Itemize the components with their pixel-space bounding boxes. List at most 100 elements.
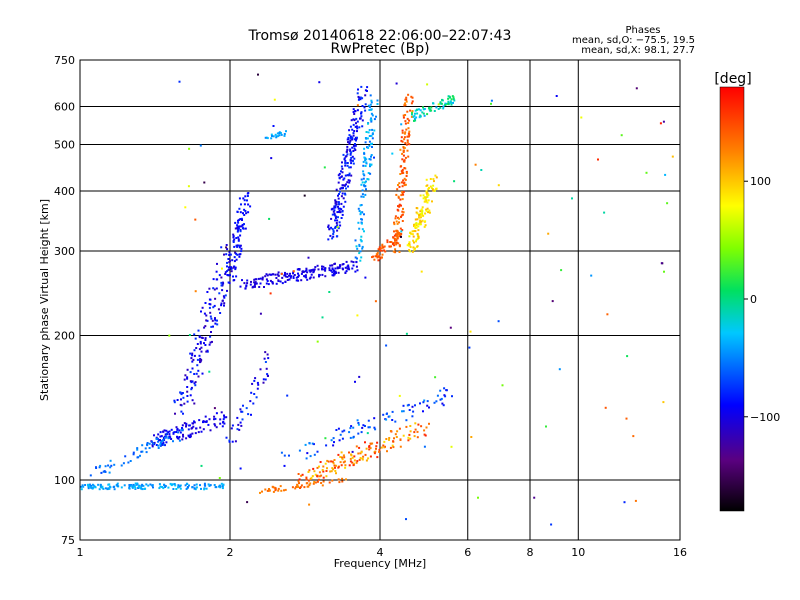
data-point	[626, 355, 629, 358]
data-point	[367, 104, 370, 107]
data-point	[99, 464, 102, 467]
data-point	[200, 430, 203, 433]
data-point	[401, 152, 404, 155]
data-point	[349, 166, 352, 169]
data-point	[344, 155, 347, 158]
data-point	[405, 172, 408, 175]
data-point	[370, 101, 373, 104]
data-point	[141, 444, 144, 447]
data-point	[366, 137, 369, 140]
data-point	[99, 484, 102, 487]
data-point	[401, 191, 404, 193]
data-point	[163, 484, 166, 487]
data-point	[340, 175, 343, 178]
data-point	[356, 269, 359, 272]
data-point	[367, 457, 370, 460]
data-point	[337, 201, 340, 204]
y-axis-label: Stationary phase Virtual Height [km]	[38, 199, 51, 401]
data-point	[406, 244, 409, 247]
data-point	[333, 464, 336, 467]
data-point	[417, 237, 420, 239]
series-12	[411, 95, 456, 122]
data-point	[350, 162, 353, 165]
data-point	[193, 373, 196, 375]
data-point	[200, 358, 202, 361]
data-point	[296, 268, 299, 271]
data-point	[352, 159, 354, 162]
data-point	[225, 436, 228, 439]
data-point	[189, 352, 192, 355]
data-point	[218, 274, 221, 277]
data-point	[662, 401, 665, 404]
data-point	[292, 275, 295, 278]
data-point	[366, 178, 369, 180]
data-point	[352, 435, 355, 438]
data-point	[312, 276, 315, 279]
data-point	[332, 230, 335, 233]
data-point	[263, 286, 265, 288]
data-point	[393, 244, 396, 247]
data-point	[402, 149, 405, 152]
data-point	[332, 233, 335, 235]
data-point	[415, 224, 418, 227]
data-point	[274, 489, 277, 492]
data-point	[241, 224, 244, 227]
data-point	[242, 212, 244, 215]
data-point	[196, 364, 199, 367]
data-point	[421, 211, 424, 214]
data-point	[334, 202, 337, 205]
data-point	[402, 193, 405, 196]
data-point	[429, 178, 432, 180]
data-point	[361, 426, 364, 429]
data-point	[365, 131, 368, 133]
data-point	[184, 206, 187, 209]
data-point	[186, 390, 189, 393]
data-point	[283, 134, 286, 137]
data-point	[300, 484, 303, 487]
data-point	[348, 174, 351, 177]
data-point	[254, 377, 257, 380]
data-point	[176, 435, 178, 438]
data-point	[434, 376, 437, 379]
data-point	[265, 367, 268, 370]
data-point	[313, 481, 316, 483]
data-point	[363, 147, 366, 150]
data-point	[303, 194, 306, 197]
data-point	[222, 420, 225, 423]
data-point	[380, 249, 383, 252]
data-point	[420, 270, 423, 273]
data-point	[420, 216, 422, 219]
data-point	[435, 106, 438, 109]
data-point	[437, 108, 440, 110]
data-point	[203, 326, 206, 329]
data-point	[351, 128, 354, 131]
data-point	[240, 410, 243, 413]
data-point	[396, 208, 399, 211]
data-point	[354, 380, 356, 383]
data-point	[447, 102, 450, 105]
data-point	[217, 308, 220, 311]
data-point	[421, 219, 424, 222]
data-point	[356, 419, 359, 422]
data-point	[180, 393, 183, 396]
data-point	[370, 112, 373, 115]
data-point	[409, 109, 412, 112]
data-point	[432, 189, 435, 192]
data-point	[253, 285, 256, 288]
data-point	[370, 155, 372, 158]
data-point	[378, 247, 381, 250]
data-point	[296, 279, 299, 282]
data-point	[323, 166, 326, 169]
data-point	[360, 183, 363, 186]
data-point	[283, 489, 285, 492]
data-point	[419, 210, 422, 213]
data-point	[318, 475, 321, 478]
data-point	[396, 430, 399, 433]
data-point	[393, 437, 395, 440]
data-point	[349, 460, 352, 463]
data-point	[403, 167, 406, 169]
data-point	[235, 275, 238, 278]
data-point	[331, 228, 334, 231]
